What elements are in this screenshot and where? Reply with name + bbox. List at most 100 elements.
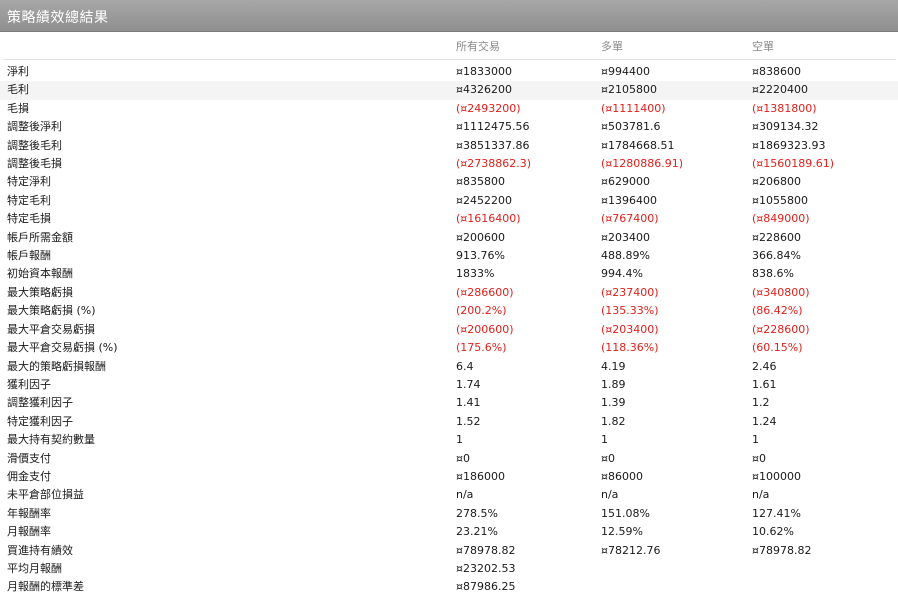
cell-long: 12.59%: [601, 525, 643, 539]
cell-all-trades: 278.5%: [456, 506, 498, 520]
cell-long: 994.4%: [601, 267, 643, 281]
title-bar: 策略績效總結果: [0, 0, 898, 32]
cell-all-trades: 1.74: [456, 377, 481, 391]
row-label: 毛利: [7, 83, 29, 97]
table-row: 帳戶所需金額 ¤200600 ¤203400 ¤228600: [0, 229, 898, 247]
cell-long: 1.82: [601, 414, 626, 428]
cell-long: ¤86000: [601, 469, 643, 483]
column-header-short: 空單: [752, 40, 774, 53]
cell-short: ¤228600: [752, 230, 801, 244]
cell-long: ¤994400: [601, 65, 650, 78]
cell-long: 151.08%: [601, 506, 650, 520]
cell-all-trades: ¤3851337.86: [456, 138, 530, 152]
cell-short: 10.62%: [752, 525, 794, 539]
table-row: 最大平倉交易虧損 (¤200600) (¤203400) (¤228600): [0, 321, 898, 339]
table-row: 最大策略虧損 (%) (200.2%) (135.33%) (86.42%): [0, 302, 898, 320]
table-row: 獲利因子 1.74 1.89 1.61: [0, 376, 898, 394]
cell-all-trades: ¤4326200: [456, 83, 512, 97]
table-row: 平均月報酬 ¤23202.53: [0, 560, 898, 578]
cell-long: (¤1111400): [601, 101, 666, 115]
cell-all-trades: (¤2493200): [456, 101, 521, 115]
row-label: 買進持有績效: [7, 543, 73, 557]
row-label: 最大平倉交易虧損 (%): [7, 341, 118, 355]
cell-short: ¤0: [752, 451, 766, 465]
cell-short: ¤1055800: [752, 193, 808, 207]
cell-all-trades: ¤835800: [456, 175, 505, 189]
cell-long: n/a: [601, 488, 619, 502]
cell-all-trades: 1833%: [456, 267, 495, 281]
row-label: 初始資本報酬: [7, 267, 73, 281]
row-label: 月報酬的標準差: [7, 580, 84, 594]
row-label: 未平倉部位損益: [7, 488, 84, 502]
row-label: 調整獲利因子: [7, 396, 73, 410]
table-row: 調整後毛損 (¤2738862.3) (¤1280886.91) (¤1560189.…: [0, 155, 898, 173]
cell-all-trades: ¤78978.82: [456, 543, 516, 557]
cell-short: (¤340800): [752, 285, 810, 299]
column-header-row: 所有交易 多單 空單: [0, 38, 898, 54]
table-row: 最大策略虧損 (¤286600) (¤237400) (¤340800): [0, 284, 898, 302]
row-label: 特定獲利因子: [7, 414, 73, 428]
cell-long: ¤629000: [601, 175, 650, 189]
summary-table: 淨利 ¤1833000 ¤994400 ¤838600 毛利 ¤4326200 ¤21058…: [0, 63, 898, 597]
cell-all-trades: ¤200600: [456, 230, 505, 244]
cell-short: ¤2220400: [752, 83, 808, 97]
table-row: 毛損 (¤2493200) (¤1111400) (¤1381800): [0, 100, 898, 118]
cell-long: ¤1396400: [601, 193, 657, 207]
cell-short: ¤100000: [752, 469, 801, 483]
row-label: 年報酬率: [7, 506, 51, 520]
cell-all-trades: ¤23202.53: [456, 561, 516, 575]
cell-all-trades: (¤1616400): [456, 212, 521, 226]
row-label: 調整後毛利: [7, 138, 62, 152]
table-row: 最大平倉交易虧損 (%) (175.6%) (118.36%) (60.15%): [0, 339, 898, 357]
cell-long: (¤767400): [601, 212, 659, 226]
row-label: 最大策略虧損: [7, 285, 73, 299]
table-row: 特定淨利 ¤835800 ¤629000 ¤206800: [0, 173, 898, 191]
cell-all-trades: 1.52: [456, 414, 481, 428]
cell-all-trades: 6.4: [456, 359, 474, 373]
table-row: 毛利 ¤4326200 ¤2105800 ¤2220400: [0, 81, 898, 100]
cell-short: 1: [752, 433, 759, 447]
table-row: 特定獲利因子 1.52 1.82 1.24: [0, 413, 898, 431]
cell-long: ¤203400: [601, 230, 650, 244]
cell-all-trades: (¤2738862.3): [456, 157, 532, 171]
table-row: 佣金支付 ¤186000 ¤86000 ¤100000: [0, 468, 898, 486]
row-label: 獲利因子: [7, 377, 51, 391]
cell-short: (86.42%): [752, 304, 803, 318]
column-header-long: 多單: [601, 40, 623, 53]
cell-all-trades: 1: [456, 433, 463, 447]
cell-all-trades: 23.21%: [456, 525, 498, 539]
cell-long: 1.39: [601, 396, 626, 410]
row-label: 帳戶報酬: [7, 249, 51, 263]
cell-short: 838.6%: [752, 267, 794, 281]
row-label: 帳戶所需金額: [7, 230, 73, 244]
report-title: 策略績效總結果: [7, 10, 109, 26]
cell-short: (60.15%): [752, 341, 803, 355]
row-label: 調整後淨利: [7, 120, 62, 134]
table-row: 特定毛利 ¤2452200 ¤1396400 ¤1055800: [0, 192, 898, 210]
cell-short: 127.41%: [752, 506, 801, 520]
cell-long: 1.89: [601, 377, 626, 391]
cell-all-trades: ¤2452200: [456, 193, 512, 207]
cell-long: (¤203400): [601, 322, 659, 336]
cell-long: ¤503781.6: [601, 120, 661, 134]
cell-short: 1.2: [752, 396, 770, 410]
table-row: 滑價支付 ¤0 ¤0 ¤0: [0, 450, 898, 468]
cell-all-trades: 913.76%: [456, 249, 505, 263]
cell-short: ¤309134.32: [752, 120, 819, 134]
table-row: 月報酬的標準差 ¤87986.25: [0, 578, 898, 596]
table-row: 帳戶報酬 913.76% 488.89% 366.84%: [0, 247, 898, 265]
row-label: 淨利: [7, 65, 29, 78]
cell-short: (¤1560189.61): [752, 157, 835, 171]
table-row: 買進持有績效 ¤78978.82 ¤78212.76 ¤78978.82: [0, 542, 898, 560]
cell-short: ¤838600: [752, 65, 801, 78]
table-row: 最大的策略虧損報酬 6.4 4.19 2.46: [0, 358, 898, 376]
cell-all-trades: (200.2%): [456, 304, 507, 318]
cell-long: ¤78212.76: [601, 543, 661, 557]
cell-long: ¤1784668.51: [601, 138, 675, 152]
row-label: 最大的策略虧損報酬: [7, 359, 106, 373]
table-row: 初始資本報酬 1833% 994.4% 838.6%: [0, 265, 898, 283]
cell-long: (135.33%): [601, 304, 659, 318]
cell-long: 4.19: [601, 359, 626, 373]
cell-all-trades: ¤87986.25: [456, 580, 516, 594]
cell-all-trades: ¤0: [456, 451, 470, 465]
